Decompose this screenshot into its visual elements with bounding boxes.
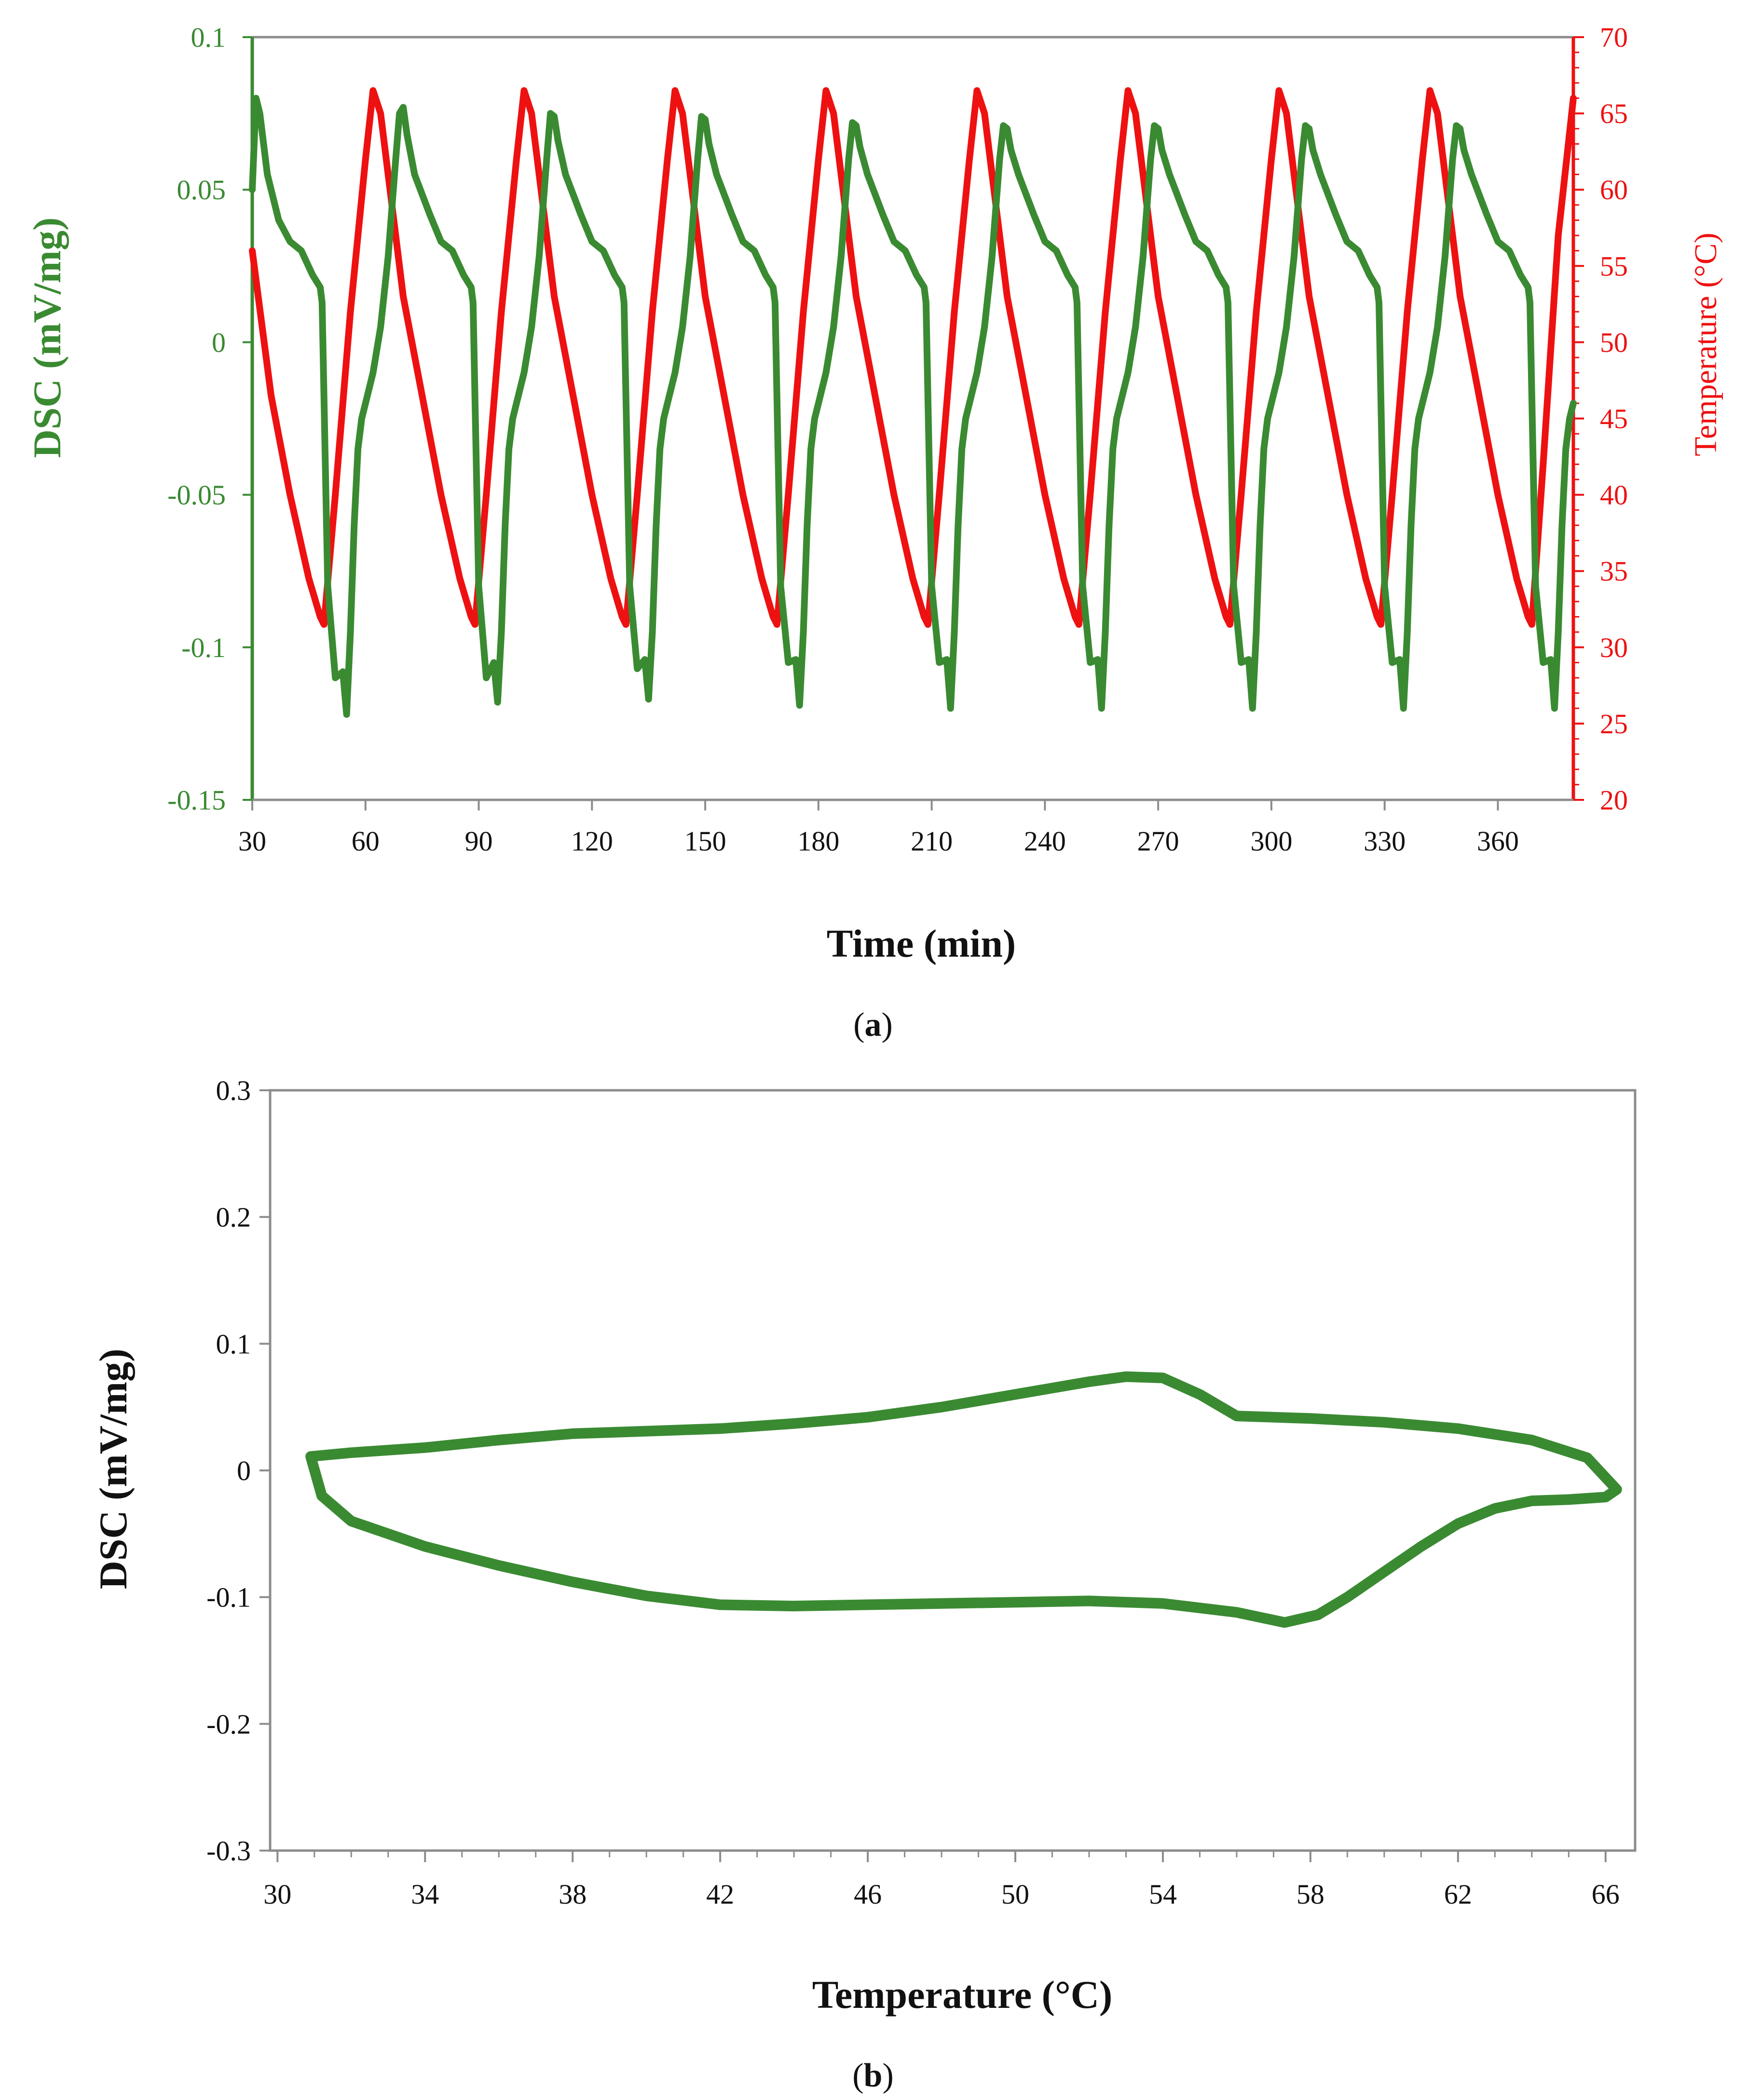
panel-b-ylabel: DSC (mV/mg) (91, 1349, 135, 1590)
panel-a-right-tick-label: 65 (1600, 98, 1628, 129)
panel-a-x-tick-label: 60 (352, 825, 380, 857)
panel-a-right-tick-label: 30 (1600, 632, 1628, 663)
panel-a-right-tick-label: 35 (1600, 556, 1628, 587)
panel-b-caption-letter: b (864, 2057, 883, 2094)
panel-a-caption-letter: a (865, 1006, 882, 1043)
panel-b-x-tick-label: 42 (706, 1879, 734, 1910)
panel-a-series-temperature-line (249, 87, 1577, 628)
panel-a-caption-open: ( (853, 1006, 864, 1043)
panel-b-y-tick-label: -0.2 (206, 1708, 251, 1740)
panel-a-x-tick-label: 240 (1024, 825, 1066, 857)
panel-a-x-tick-label: 150 (684, 825, 726, 857)
panel-b-frame (269, 1089, 1637, 1852)
panel-a-series-dsc-line (249, 95, 1577, 718)
panel-a-ylabel-left: DSC (mV/mg) (25, 218, 69, 458)
panel-a-x-tick-label: 270 (1137, 825, 1179, 857)
panel-b-loop-line (305, 1371, 1622, 1628)
panel-a-left-tick-label: -0.15 (167, 784, 226, 816)
panel-a-right-tick-label: 25 (1600, 708, 1628, 740)
panel-b-x-tick-label: 66 (1592, 1879, 1620, 1910)
panel-b-y-tick-label: 0 (237, 1455, 251, 1486)
panel-a-x-ticks: 30 60 90 120 150 180 210 240 270 300 330 360 (238, 800, 1519, 857)
panel-b-loop: 30 34 38 42 46 50 54 58 62 66 0.3 0.2 0.1 0 -0.1 -0.2 -… (91, 1075, 1637, 2094)
panel-a-right-tick-label: 55 (1600, 250, 1628, 282)
panel-a-caption: (a) (853, 1006, 893, 1043)
panel-a-x-tick-label: 30 (238, 825, 266, 857)
panel-b-y-tick-label: -0.3 (206, 1835, 251, 1867)
panel-a-left-y-ticks: 0.1 0.05 0 -0.05 -0.1 -0.15 (167, 22, 252, 816)
panel-a-x-tick-label: 180 (797, 825, 839, 857)
panel-a-left-tick-label: 0 (212, 327, 226, 358)
panel-a-x-tick-label: 300 (1250, 825, 1292, 857)
panel-a-xlabel: Time (min) (827, 921, 1016, 965)
panel-a-right-tick-label: 40 (1600, 480, 1628, 511)
panel-a-ylabel-right: Temperature (°C) (1688, 233, 1723, 456)
panel-a-right-tick-label: 60 (1600, 174, 1628, 206)
panel-a-left-tick-label: -0.1 (181, 632, 226, 663)
panel-b-x-tick-label: 50 (1001, 1879, 1029, 1910)
panel-b-caption: (b) (852, 2057, 894, 2094)
panel-b-x-tick-label: 54 (1149, 1879, 1177, 1910)
panel-b-x-tick-label: 30 (263, 1879, 291, 1910)
panel-b-x-tick-label: 34 (411, 1879, 439, 1910)
panel-b-y-tick-label: 0.2 (216, 1202, 251, 1233)
panel-a-right-tick-label: 70 (1600, 22, 1628, 53)
panel-b-x-tick-label: 38 (559, 1879, 587, 1910)
panel-a-x-tick-label: 120 (571, 825, 613, 857)
panel-b-y-tick-label: 0.3 (216, 1075, 251, 1106)
panel-a-left-tick-label: -0.05 (167, 480, 226, 511)
panel-a-left-tick-label: 0.05 (177, 174, 226, 206)
panel-a-right-tick-label: 20 (1600, 784, 1628, 816)
panel-b-x-ticks: 30 34 38 42 46 50 54 58 62 66 (263, 1851, 1620, 1910)
panel-a-right-tick-label: 50 (1600, 327, 1628, 358)
panel-b-caption-close: ) (882, 2057, 893, 2094)
panel-b-y-tick-label: 0.1 (216, 1328, 251, 1359)
panel-b-series (305, 1371, 1622, 1628)
panel-a-left-tick-label: 0.1 (191, 22, 226, 53)
panel-b-x-tick-label: 62 (1444, 1879, 1472, 1910)
panel-a-time-series: 30 60 90 120 150 180 210 240 270 300 330 360 0.10.0… (25, 22, 1723, 1043)
panel-a-caption-close: ) (882, 1006, 893, 1043)
panel-b-caption-open: ( (852, 2057, 863, 2094)
panel-b-y-tick-label: -0.1 (206, 1582, 251, 1613)
panel-a-x-tick-label: 360 (1477, 825, 1519, 857)
panel-b-x-tick-label: 46 (854, 1879, 882, 1910)
panel-a-x-tick-label: 210 (911, 825, 953, 857)
panel-b-x-tick-label: 58 (1297, 1879, 1324, 1910)
panel-a-x-tick-label: 330 (1364, 825, 1406, 857)
panel-a-x-tick-label: 90 (465, 825, 493, 857)
panel-a-right-tick-label: 45 (1600, 403, 1628, 435)
panel-b-xlabel: Temperature (°C) (812, 1973, 1113, 2017)
panel-b-y-ticks: 0.3 0.2 0.1 0 -0.1 -0.2 -0.3 (206, 1075, 270, 1867)
panel-a-right-y-ticks: 70 65 60 55 50 45 40 35 30 25 20 (1573, 22, 1628, 816)
panel-a-series (249, 87, 1577, 718)
